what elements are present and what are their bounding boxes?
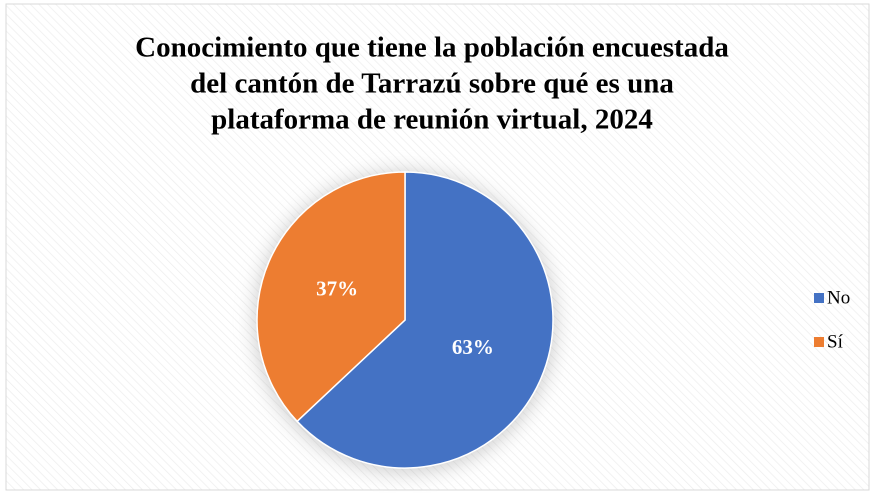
pie-slice: [256, 171, 406, 423]
data-label: 37%: [316, 276, 358, 300]
chart-title: plataforma de reunión virtual, 2024: [211, 104, 653, 136]
legend-label: No: [827, 287, 850, 308]
chart-title: Conocimiento que tiene la población encu…: [135, 32, 729, 64]
legend-swatch: [814, 337, 824, 347]
data-label: 63%: [452, 335, 494, 359]
pie-slice: [296, 171, 554, 469]
legend-swatch: [814, 293, 824, 303]
chart-title: del cantón de Tarrazú sobre qué es una: [190, 68, 674, 100]
legend-label: Sí: [827, 331, 844, 352]
